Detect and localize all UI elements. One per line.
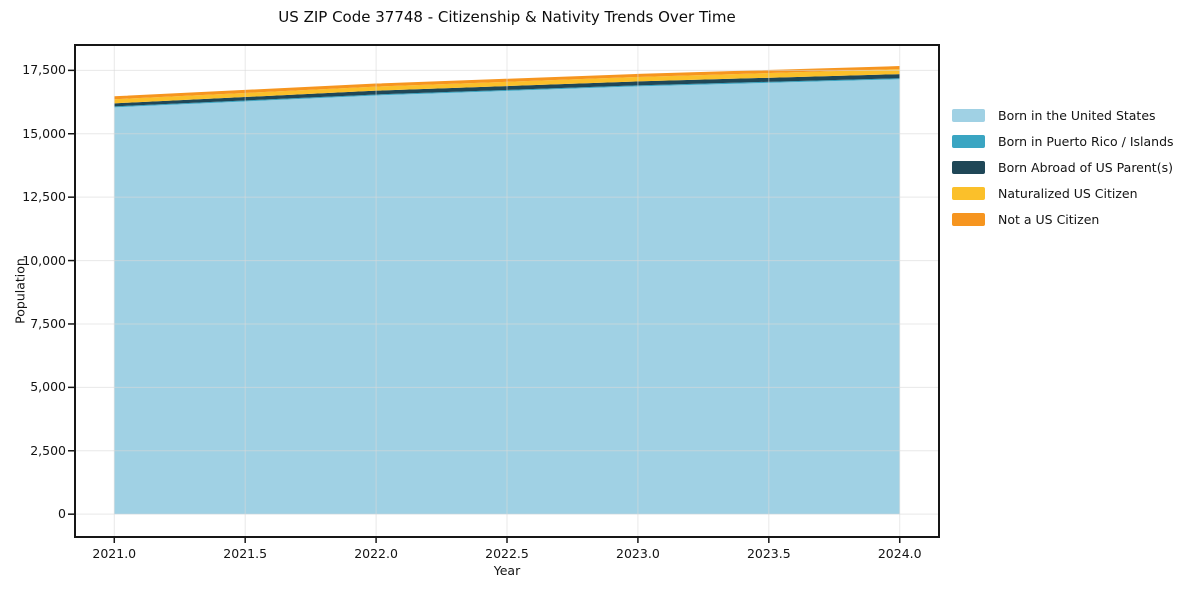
legend-item: Not a US Citizen — [952, 206, 1174, 232]
y-tick-label: 2,500 — [30, 442, 66, 458]
legend-label: Born in the United States — [998, 107, 1156, 123]
x-axis-label: Year — [493, 563, 521, 578]
y-tick-label: 17,500 — [22, 62, 66, 78]
legend-label: Not a US Citizen — [998, 211, 1100, 227]
x-tick-label: 2023.0 — [616, 546, 660, 561]
legend-swatch — [952, 212, 985, 226]
legend-item: Born in the United States — [952, 102, 1174, 128]
area-series-naturalized-us-citizen — [114, 69, 900, 104]
legend-swatch — [952, 160, 985, 174]
y-tick-label: 5,000 — [30, 379, 66, 395]
area-series-not-a-us-citizen — [114, 66, 900, 100]
y-tick-label: 0 — [58, 506, 66, 522]
y-tick-label: 10,000 — [22, 252, 66, 268]
x-tick-label: 2021.0 — [92, 546, 137, 561]
legend-item: Born in Puerto Rico / Islands — [952, 128, 1174, 154]
x-tick-label: 2024.0 — [877, 546, 922, 561]
legend-label: Born in Puerto Rico / Islands — [998, 133, 1174, 149]
legend-swatch — [952, 108, 985, 122]
legend-swatch — [952, 134, 985, 148]
x-tick-label: 2021.5 — [223, 546, 268, 561]
area-chart-plot — [68, 44, 940, 543]
legend-label: Born Abroad of US Parent(s) — [998, 159, 1173, 175]
legend: Born in the United States Born in Puerto … — [952, 102, 1174, 232]
chart-title: US ZIP Code 37748 - Citizenship & Nativi… — [278, 8, 736, 26]
x-tick-label: 2022.5 — [485, 546, 529, 561]
area-series-born-abroad-of-us-parent-s — [114, 74, 900, 107]
area-series-born-in-puerto-rico-islands — [114, 78, 900, 108]
legend-label: Naturalized US Citizen — [998, 185, 1138, 201]
y-tick-label: 12,500 — [22, 189, 66, 205]
legend-item: Born Abroad of US Parent(s) — [952, 154, 1174, 180]
x-tick-label: 2023.5 — [746, 546, 791, 561]
y-tick-label: 15,000 — [22, 125, 66, 141]
legend-item: Naturalized US Citizen — [952, 180, 1174, 206]
y-tick-label: 7,500 — [30, 315, 66, 331]
x-tick-label: 2022.0 — [354, 546, 398, 561]
legend-swatch — [952, 186, 985, 200]
